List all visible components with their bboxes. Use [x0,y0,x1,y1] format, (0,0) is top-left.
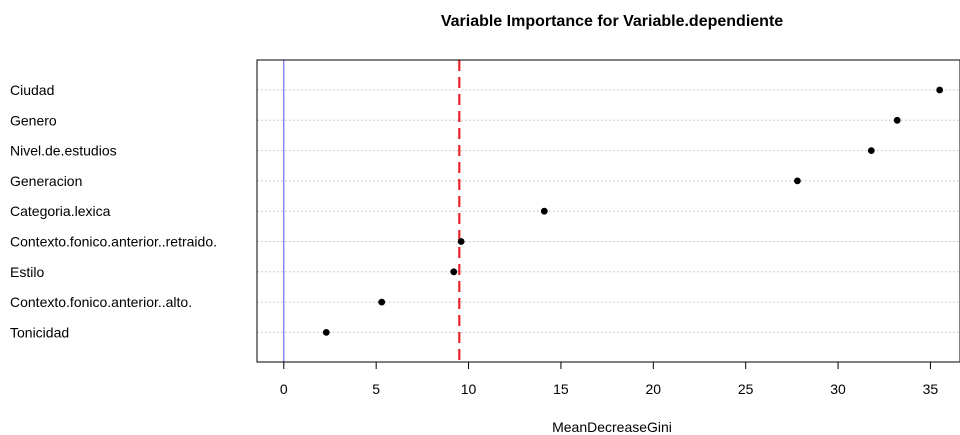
category-label: Contexto.fonico.anterior..retraido. [10,234,217,250]
category-label: Generacion [10,173,82,189]
data-point [867,147,875,155]
x-tick-label: 20 [646,381,662,397]
data-point [457,238,465,245]
x-tick-label: 10 [461,381,477,397]
x-tick-label: 5 [372,381,380,397]
x-tick-label: 35 [923,381,939,397]
x-tick-label: 15 [553,381,569,397]
x-axis: 0 5 10 15 20 25 30 35 [280,361,939,397]
data-point [794,177,801,185]
data-point [378,298,386,306]
data-point [936,86,944,94]
data-point [540,207,548,215]
x-tick-label: 30 [830,381,846,397]
category-label: Ciudad [10,82,54,98]
reference-lines [283,60,461,362]
category-label: Nivel.de.estudios [10,143,117,159]
category-label: Tonicidad [10,324,69,340]
category-label: Genero [10,112,57,128]
data-point [893,116,901,124]
data-points [322,86,944,336]
category-label: Categoria.lexica [10,203,111,219]
data-point [322,329,330,336]
x-tick-label: 0 [280,381,288,397]
grid-lines [257,89,960,333]
category-label: Estilo [10,264,44,280]
chart-title: Variable Importance for Variable.dependi… [441,13,783,30]
x-tick-label: 25 [738,381,754,397]
x-axis-label: MeanDecreaseGini [552,419,672,435]
category-labels: Ciudad Genero Nivel.de.estudios Generacion C… [10,82,217,340]
category-label: Contexto.fonico.anterior..alto. [10,294,192,310]
data-point [450,268,458,276]
